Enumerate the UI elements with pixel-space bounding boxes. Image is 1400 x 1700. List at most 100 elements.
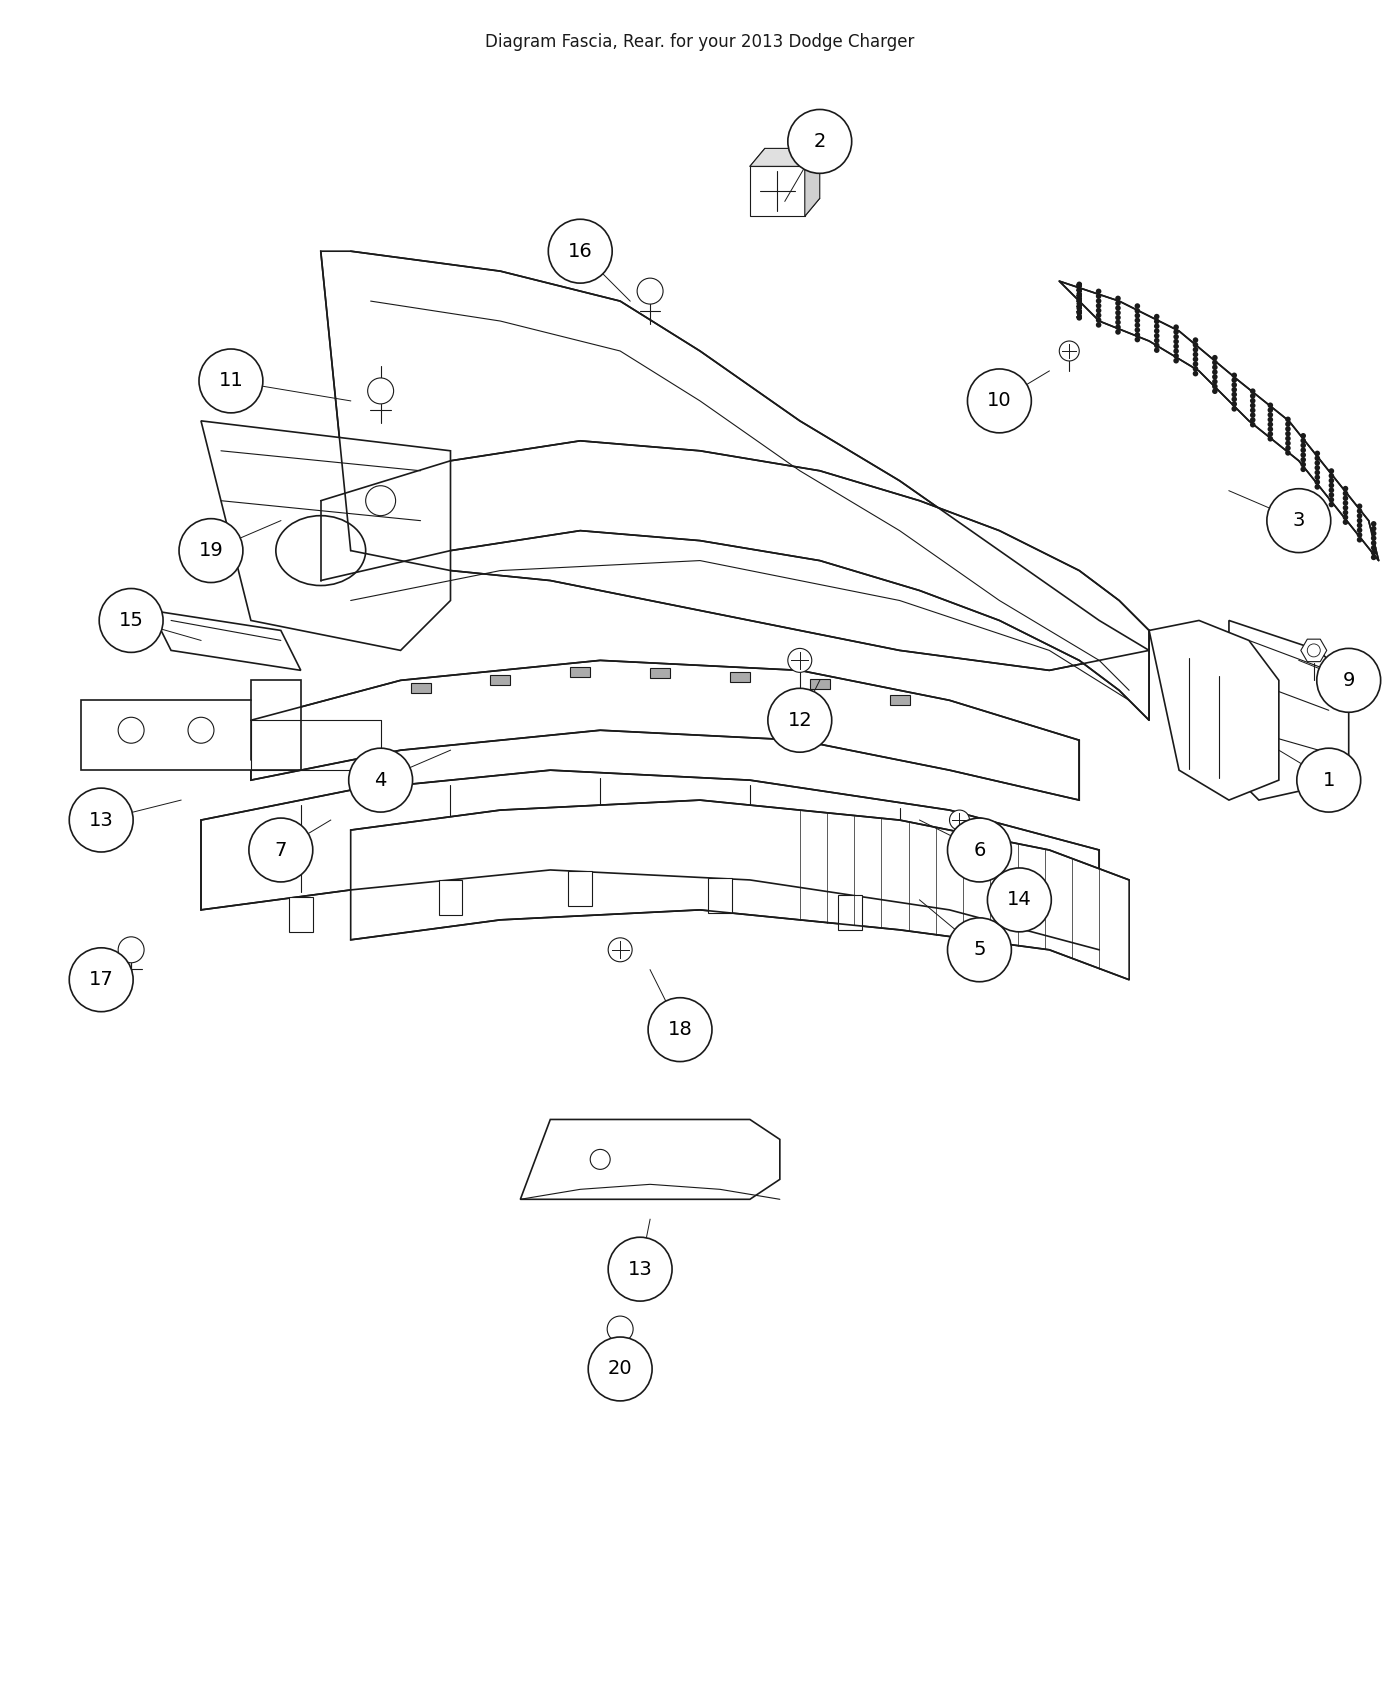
Circle shape bbox=[1315, 484, 1320, 490]
Circle shape bbox=[1060, 342, 1079, 360]
Circle shape bbox=[1357, 527, 1362, 534]
Circle shape bbox=[1077, 294, 1082, 297]
Circle shape bbox=[1116, 301, 1121, 306]
Circle shape bbox=[1212, 384, 1218, 389]
Circle shape bbox=[1154, 314, 1159, 320]
Circle shape bbox=[1285, 450, 1291, 456]
Circle shape bbox=[549, 219, 612, 284]
Circle shape bbox=[1371, 536, 1376, 541]
Circle shape bbox=[1077, 304, 1082, 309]
Circle shape bbox=[249, 818, 312, 882]
Circle shape bbox=[1077, 304, 1082, 309]
Circle shape bbox=[1212, 388, 1218, 394]
Polygon shape bbox=[889, 695, 910, 706]
Polygon shape bbox=[321, 440, 1149, 721]
Circle shape bbox=[1329, 473, 1334, 479]
Circle shape bbox=[1134, 337, 1140, 342]
Polygon shape bbox=[288, 896, 312, 932]
Circle shape bbox=[1232, 382, 1238, 388]
Circle shape bbox=[1315, 466, 1320, 471]
Circle shape bbox=[199, 348, 263, 413]
Circle shape bbox=[1371, 522, 1376, 527]
Circle shape bbox=[1077, 294, 1082, 297]
Circle shape bbox=[1371, 549, 1376, 556]
Circle shape bbox=[987, 869, 1051, 932]
Text: 7: 7 bbox=[274, 840, 287, 860]
Circle shape bbox=[1315, 461, 1320, 466]
Polygon shape bbox=[708, 879, 732, 913]
Circle shape bbox=[1077, 299, 1082, 304]
Circle shape bbox=[1077, 314, 1082, 320]
Circle shape bbox=[1077, 287, 1082, 292]
Circle shape bbox=[1193, 362, 1198, 367]
Circle shape bbox=[1154, 318, 1159, 325]
Circle shape bbox=[1301, 439, 1306, 444]
Circle shape bbox=[1154, 323, 1159, 330]
Circle shape bbox=[588, 1336, 652, 1401]
Circle shape bbox=[1134, 318, 1140, 323]
Circle shape bbox=[1343, 510, 1348, 515]
Circle shape bbox=[1357, 532, 1362, 537]
Text: 19: 19 bbox=[199, 541, 224, 559]
Circle shape bbox=[1267, 432, 1273, 437]
Circle shape bbox=[1077, 304, 1082, 309]
Circle shape bbox=[1077, 304, 1082, 309]
Circle shape bbox=[1134, 308, 1140, 313]
Circle shape bbox=[1077, 314, 1082, 320]
Circle shape bbox=[1193, 337, 1198, 343]
Circle shape bbox=[1077, 301, 1082, 306]
Circle shape bbox=[1077, 296, 1082, 301]
Circle shape bbox=[1267, 427, 1273, 432]
Polygon shape bbox=[521, 1120, 780, 1198]
Circle shape bbox=[1343, 520, 1348, 525]
Circle shape bbox=[1285, 416, 1291, 422]
Circle shape bbox=[1096, 321, 1102, 328]
Circle shape bbox=[1116, 309, 1121, 316]
Circle shape bbox=[1232, 401, 1238, 406]
Circle shape bbox=[608, 1316, 633, 1341]
Circle shape bbox=[1077, 287, 1082, 292]
Circle shape bbox=[1343, 486, 1348, 491]
Polygon shape bbox=[809, 680, 830, 688]
Circle shape bbox=[1250, 388, 1256, 394]
Circle shape bbox=[69, 789, 133, 852]
Circle shape bbox=[1116, 330, 1121, 335]
Circle shape bbox=[1371, 541, 1376, 546]
Text: 17: 17 bbox=[88, 971, 113, 989]
Circle shape bbox=[1212, 355, 1218, 360]
Circle shape bbox=[1173, 325, 1179, 330]
Polygon shape bbox=[750, 167, 805, 216]
Circle shape bbox=[1077, 282, 1082, 287]
Circle shape bbox=[637, 279, 664, 304]
Circle shape bbox=[1343, 495, 1348, 502]
Circle shape bbox=[1077, 309, 1082, 314]
Circle shape bbox=[1285, 422, 1291, 427]
Circle shape bbox=[1301, 442, 1306, 449]
Circle shape bbox=[1232, 372, 1238, 377]
Circle shape bbox=[648, 998, 713, 1061]
Circle shape bbox=[1077, 299, 1082, 304]
Circle shape bbox=[1329, 468, 1334, 474]
Circle shape bbox=[1077, 282, 1082, 287]
Text: 18: 18 bbox=[668, 1020, 693, 1039]
Circle shape bbox=[788, 109, 851, 173]
Polygon shape bbox=[750, 148, 820, 167]
Circle shape bbox=[608, 1238, 672, 1300]
Circle shape bbox=[1077, 287, 1082, 292]
Circle shape bbox=[1232, 406, 1238, 411]
Circle shape bbox=[1193, 366, 1198, 372]
Circle shape bbox=[1317, 648, 1380, 712]
Circle shape bbox=[1077, 282, 1082, 287]
Polygon shape bbox=[729, 673, 750, 682]
Circle shape bbox=[1173, 343, 1179, 348]
Circle shape bbox=[948, 818, 1011, 882]
Circle shape bbox=[1077, 282, 1082, 287]
Circle shape bbox=[368, 377, 393, 405]
Circle shape bbox=[1077, 299, 1082, 304]
Circle shape bbox=[1077, 309, 1082, 314]
Circle shape bbox=[1077, 314, 1082, 320]
Circle shape bbox=[1116, 325, 1121, 330]
Circle shape bbox=[1116, 296, 1121, 301]
Circle shape bbox=[1077, 309, 1082, 314]
Circle shape bbox=[349, 748, 413, 813]
